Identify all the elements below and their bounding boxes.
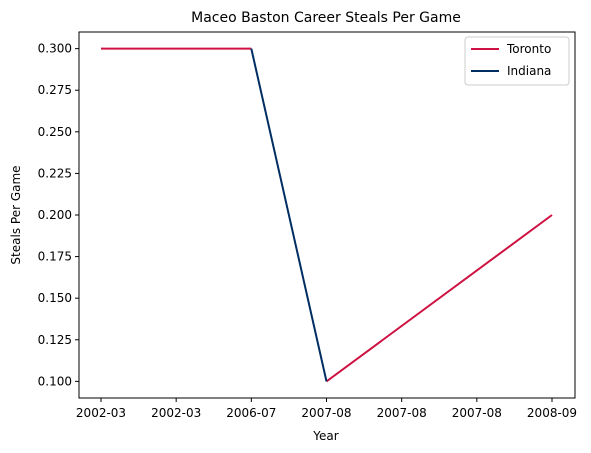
x-tick-label: 2007-08 — [452, 406, 502, 420]
y-tick-label: 0.100 — [38, 374, 72, 388]
y-tick-label: 0.300 — [38, 42, 72, 56]
x-axis-label: Year — [312, 429, 338, 443]
x-tick-label: 2006-07 — [226, 406, 276, 420]
y-tick-label: 0.125 — [38, 333, 72, 347]
series-line-toronto-2 — [325, 214, 553, 383]
plot-series — [101, 47, 553, 383]
legend: Toronto Indiana — [464, 36, 570, 86]
y-tick-label: 0.200 — [38, 208, 72, 222]
x-tick-label: 2007-08 — [377, 406, 427, 420]
legend-label-toronto: Toronto — [506, 42, 551, 56]
y-axis: 0.100 0.125 0.150 0.175 0.200 0.225 0.250 0.275… — [38, 42, 79, 388]
chart-title: Maceo Baston Career Steals Per Game — [191, 10, 461, 26]
y-tick-label: 0.225 — [38, 166, 72, 180]
y-tick-label: 0.275 — [38, 83, 72, 97]
x-tick-label: 2002-03 — [151, 406, 201, 420]
x-tick-label: 2007-08 — [301, 406, 351, 420]
series-line-indiana-1 — [250, 48, 328, 382]
y-axis-label: Steals Per Game — [9, 165, 23, 264]
legend-label-indiana: Indiana — [507, 64, 551, 78]
y-tick-label: 0.150 — [38, 291, 72, 305]
plot-frame — [78, 31, 576, 399]
x-tick-label: 2002-03 — [76, 406, 126, 420]
y-tick-label: 0.250 — [38, 125, 72, 139]
y-tick-label: 0.175 — [38, 250, 72, 264]
x-tick-label: 2008-09 — [527, 406, 577, 420]
x-axis: 2002-03 2002-03 2006-07 2007-08 2007-08 2007-… — [76, 398, 577, 420]
